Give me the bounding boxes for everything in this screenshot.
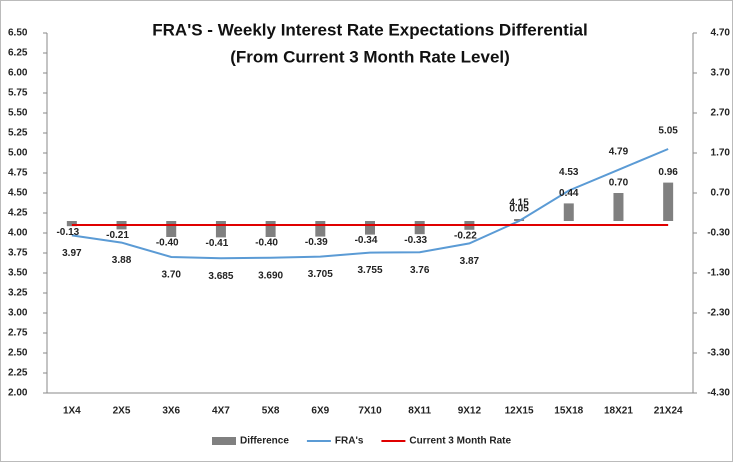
x-tick-label: 9X12 [458,406,482,417]
legend-label: Difference [240,436,289,447]
bar [315,221,326,237]
y-tick-label: 5.00 [8,148,28,159]
bar [265,221,276,237]
x-tick-label: 18X21 [604,406,633,417]
y2-tick-label: 3.70 [711,68,731,79]
x-tick-label: 21X24 [654,406,683,417]
data-label: 0.44 [559,188,579,199]
x-tick-label: 2X5 [113,406,131,417]
y-tick-label: 2.75 [8,328,28,339]
x-tick-label: 7X10 [358,406,382,417]
x-tick-label: 15X18 [554,406,583,417]
y2-tick-label: -4.30 [707,388,730,399]
data-label: 0.05 [509,204,529,215]
y-tick-label: 2.00 [8,388,28,399]
bar [66,221,77,227]
y-tick-label: 4.00 [8,228,28,239]
data-label: -0.33 [404,235,427,246]
data-label: -0.41 [206,238,229,249]
y2-tick-label: -2.30 [707,308,730,319]
data-label: 3.70 [161,270,181,281]
line [71,148,669,260]
y2-tick-label: -1.30 [707,268,730,279]
legend-swatch [212,437,236,445]
bar [365,221,375,235]
data-label: 3.97 [62,248,82,259]
data-label: 4.79 [609,146,629,157]
y-tick-label: 4.25 [8,208,28,219]
x-tick-label: 8X11 [408,406,431,417]
y-tick-label: 5.50 [8,108,28,119]
x-tick-label: 5X8 [262,406,280,417]
bar [215,221,226,238]
x-tick-label: 6X9 [311,406,329,417]
data-label: -0.22 [454,230,477,241]
x-tick-label: 4X7 [212,406,230,417]
y2-tick-label: 2.70 [711,108,731,119]
y-tick-label: 2.25 [8,368,28,379]
bar [563,203,574,221]
data-label: -0.39 [305,237,328,248]
x-tick-label: 3X6 [162,406,180,417]
y-tick-label: 3.75 [8,248,28,259]
data-label: -0.21 [106,230,129,241]
data-label: 0.96 [658,167,678,178]
y-tick-label: 2.50 [8,348,28,359]
y-tick-label: 3.00 [8,308,28,319]
data-label: 3.76 [410,265,430,276]
legend-label: FRA's [335,436,364,447]
data-label: 4.15 [509,198,529,209]
data-label: 3.705 [308,269,333,280]
y-tick-label: 3.50 [8,268,28,279]
bar [613,193,624,221]
data-label: 3.88 [112,255,132,266]
y2-tick-label: -0.30 [707,228,730,239]
y2-tick-label: 4.70 [711,28,731,39]
chart-title: FRA'S - Weekly Interest Rate Expectation… [152,20,587,39]
data-label: 0.70 [609,178,629,189]
y-tick-label: 6.00 [8,68,28,79]
y-tick-label: 3.25 [8,288,28,299]
data-label: 3.755 [357,265,382,276]
x-tick-label: 1X4 [63,406,81,417]
y-tick-label: 4.75 [8,168,28,179]
legend-label: Current 3 Month Rate [409,436,511,447]
data-label: 3.690 [258,270,283,281]
y-tick-label: 6.50 [8,28,28,39]
data-label: -0.13 [56,227,79,238]
y2-tick-label: 1.70 [711,148,731,159]
data-label: 4.53 [559,167,579,178]
chart-subtitle: (From Current 3 Month Rate Level) [230,47,510,66]
data-label: 3.685 [208,271,233,282]
bar [166,221,177,237]
x-tick-label: 12X15 [505,406,534,417]
y-tick-label: 4.50 [8,188,28,199]
data-label: -0.40 [255,238,278,249]
data-label: -0.34 [355,235,378,246]
bar [663,182,674,221]
y2-tick-label: -3.30 [707,348,730,359]
data-label: 5.05 [658,126,678,137]
y2-tick-label: 0.70 [711,188,731,199]
y-tick-label: 6.25 [8,48,28,59]
y-tick-label: 5.25 [8,128,28,139]
y-tick-label: 5.75 [8,88,28,99]
data-label: 3.87 [460,256,480,267]
data-label: -0.40 [156,238,179,249]
bar [414,221,425,235]
